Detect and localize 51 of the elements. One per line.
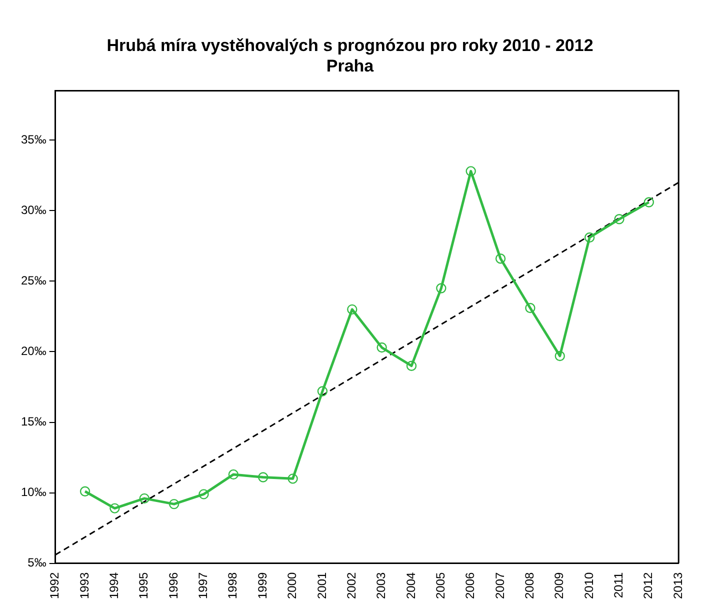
chart-subtitle: Praha xyxy=(326,56,374,76)
point xyxy=(525,302,536,314)
point xyxy=(168,498,180,510)
point xyxy=(258,472,268,482)
x-tick-label: 1993 xyxy=(77,572,92,600)
point xyxy=(139,493,150,504)
x-tick-label: 2009 xyxy=(552,572,566,600)
x-tick-label: 2002 xyxy=(344,572,358,600)
point xyxy=(614,214,624,224)
x-tick-label: 2007 xyxy=(492,572,507,600)
y-tick-label: 10‰ xyxy=(20,485,46,500)
y-tick-label: 15‰ xyxy=(20,414,46,429)
x-tick-label: 2011 xyxy=(612,572,626,598)
x-tick-label: 1997 xyxy=(196,572,210,600)
point xyxy=(554,350,565,362)
point xyxy=(406,360,417,371)
x-tick-label: 2008 xyxy=(522,572,537,600)
x-tick-label: 2010 xyxy=(582,572,596,600)
x-tick-label: 2003 xyxy=(374,572,388,600)
point xyxy=(376,342,387,353)
y-tick-label: 30‰ xyxy=(20,203,46,217)
point xyxy=(347,304,358,315)
x-tick-label: 1996 xyxy=(166,572,180,600)
y-tick-label: 35‰ xyxy=(20,132,46,146)
x-tick-label: 1992 xyxy=(48,572,62,600)
chart-title: Hrubá míra vystěhovalých s prognózou pro roky 2010 - 2012 xyxy=(106,36,594,55)
x-tick-label: 2012 xyxy=(641,572,656,600)
point xyxy=(288,474,298,484)
x-tick-label: 2005 xyxy=(433,572,448,600)
x-tick-label: 2004 xyxy=(404,572,418,600)
point xyxy=(228,469,239,480)
point xyxy=(80,486,90,496)
x-tick-label: 1999 xyxy=(255,572,270,600)
point xyxy=(198,489,209,500)
x-tick-label: 2000 xyxy=(285,572,300,600)
point xyxy=(644,197,654,208)
x-tick-label: 1998 xyxy=(226,572,240,600)
x-tick-label: 1994 xyxy=(107,572,122,600)
point xyxy=(436,283,446,294)
y-tick-label: 20‰ xyxy=(20,344,46,358)
point xyxy=(110,503,120,514)
x-tick-label: 1995 xyxy=(136,572,151,600)
point xyxy=(317,386,328,396)
y-tick-label: 25‰ xyxy=(20,274,46,288)
y-tick-label: 5‰ xyxy=(28,556,46,570)
point xyxy=(466,166,476,176)
x-tick-label: 2001 xyxy=(314,572,329,600)
x-tick-label: 2013 xyxy=(670,572,685,600)
point xyxy=(584,232,595,243)
point xyxy=(495,254,506,264)
x-tick-label: 2006 xyxy=(463,572,478,600)
